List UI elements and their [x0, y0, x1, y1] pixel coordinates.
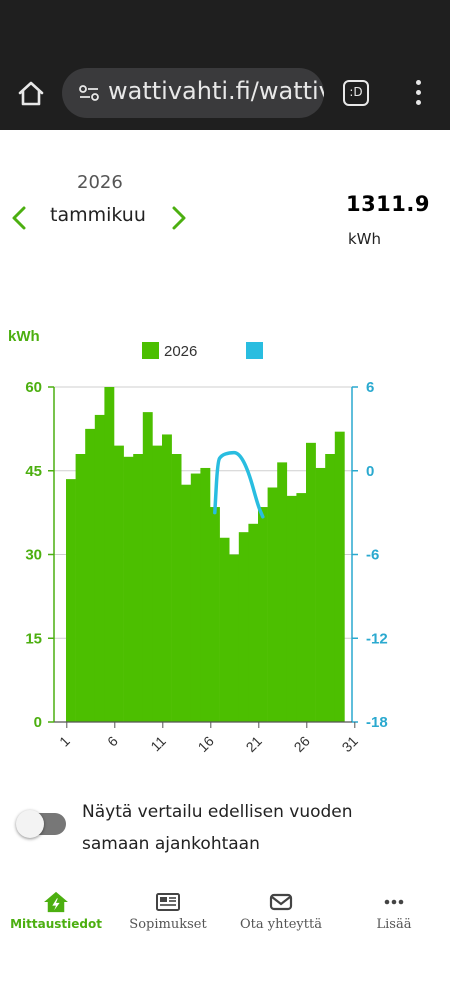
- x-tick-label: 31: [339, 733, 361, 755]
- nav-label: Mittaustiedot: [10, 917, 102, 931]
- url-text: wattivahti.fi/wattiv: [108, 77, 324, 105]
- chart-bar: [315, 467, 326, 722]
- chart-bar: [248, 523, 259, 722]
- y-axis-label: kWh: [8, 328, 40, 345]
- legend-label-2026: 2026: [164, 343, 197, 360]
- legend-swatch-2026: [142, 342, 159, 359]
- chart-bar: [66, 479, 76, 722]
- total-consumption-unit: kWh: [348, 230, 382, 248]
- newspaper-icon: [156, 893, 180, 911]
- chart-bar: [104, 387, 115, 722]
- chart-bar: [171, 454, 182, 722]
- y-left-tick-label: 60: [25, 379, 42, 396]
- browser-toolbar: wattivahti.fi/wattiv :D: [0, 0, 450, 130]
- chart-bar: [75, 454, 86, 722]
- chart-line: [213, 450, 265, 519]
- chart-bar: [334, 431, 345, 722]
- browser-menu-icon[interactable]: [408, 80, 428, 108]
- y-right-tick-label: 6: [366, 379, 374, 396]
- nav-item-sopimukset[interactable]: Sopimukset: [112, 885, 224, 932]
- chart-bar: [267, 487, 278, 722]
- chart-bar: [210, 507, 220, 722]
- address-bar[interactable]: wattivahti.fi/wattiv: [62, 68, 324, 118]
- chart-bar: [123, 456, 134, 722]
- chart-bar: [219, 537, 230, 722]
- y-right-tick-label: -6: [366, 547, 379, 564]
- chart-line-series: [213, 450, 265, 519]
- bottom-navigation: Mittaustiedot Sopimukset Ota yhteyttä Li…: [0, 885, 450, 945]
- chart-bar: [114, 445, 124, 722]
- chart-bar: [133, 454, 144, 722]
- home-icon[interactable]: [16, 78, 46, 108]
- next-month-icon[interactable]: [168, 204, 190, 232]
- year-label: 2026: [77, 172, 123, 193]
- month-label: tammikuu: [50, 204, 146, 226]
- chart-bar: [181, 484, 192, 722]
- comparison-toggle[interactable]: [16, 810, 66, 838]
- chart-bar: [325, 454, 336, 722]
- y-left-tick-label: 45: [25, 463, 42, 480]
- x-tick-label: 21: [243, 733, 265, 755]
- nav-label: Sopimukset: [129, 917, 207, 932]
- legend-swatch-line: [246, 342, 263, 359]
- chart-bar: [142, 412, 153, 722]
- nav-label: Ota yhteyttä: [240, 917, 322, 932]
- chart-legend: 2026: [142, 342, 263, 360]
- chart-bar: [306, 442, 316, 722]
- chart-bar: [238, 532, 249, 722]
- y-right-tick-label: -18: [366, 714, 388, 731]
- chart-bar: [85, 428, 96, 722]
- x-tick-label: 11: [147, 733, 169, 755]
- site-settings-icon[interactable]: [78, 82, 100, 104]
- y-right-tick-label: 0: [366, 463, 374, 480]
- x-tick-label: 26: [291, 733, 313, 755]
- chart-bar: [286, 495, 297, 722]
- total-consumption-value: 1311.9: [345, 192, 430, 216]
- x-tick-label: 6: [104, 733, 121, 750]
- chart-bar: [190, 473, 201, 722]
- y-left-tick-label: 15: [25, 630, 42, 647]
- toggle-knob: [16, 810, 44, 838]
- y-left-tick-label: 30: [25, 547, 42, 564]
- more-dots-icon: [384, 899, 404, 905]
- nav-label: Lisää: [376, 917, 412, 932]
- chart-bar: [229, 554, 240, 722]
- home-bolt-icon: [44, 891, 68, 913]
- chart-bar: [152, 445, 163, 722]
- envelope-icon: [269, 893, 293, 911]
- previous-month-icon[interactable]: [8, 204, 30, 232]
- chart-bar: [296, 493, 307, 722]
- nav-item-ota-yhteytta[interactable]: Ota yhteyttä: [225, 885, 337, 932]
- nav-item-lisaa[interactable]: Lisää: [338, 885, 450, 932]
- chart-bar: [277, 462, 288, 722]
- x-tick-label: 1: [56, 733, 73, 750]
- y-right-tick-label: -12: [366, 630, 388, 647]
- nav-item-mittaustiedot[interactable]: Mittaustiedot: [0, 885, 112, 931]
- comparison-toggle-label: Näytä vertailu edellisen vuoden samaan a…: [82, 802, 353, 854]
- chart-bar: [200, 467, 211, 722]
- chart-bar: [94, 414, 105, 722]
- y-left-tick-label: 0: [34, 714, 42, 731]
- chart-bars: [66, 387, 345, 722]
- chart-bar: [258, 507, 268, 722]
- tab-switcher-button[interactable]: :D: [343, 80, 369, 106]
- x-tick-label: 16: [195, 733, 217, 755]
- chart-bar: [162, 434, 172, 722]
